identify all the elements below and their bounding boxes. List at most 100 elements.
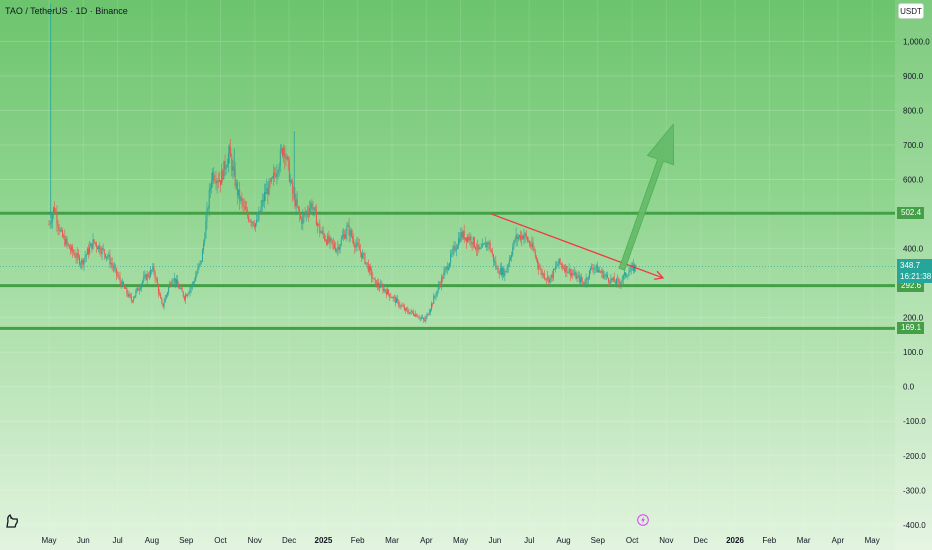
candle-body bbox=[133, 297, 135, 301]
candle-body bbox=[135, 290, 137, 296]
candle-body bbox=[223, 161, 225, 180]
candle-body bbox=[216, 180, 218, 184]
candle-body bbox=[188, 292, 190, 295]
candle-body bbox=[503, 268, 505, 277]
candle-body bbox=[366, 262, 368, 264]
candle-body bbox=[605, 274, 607, 276]
candle-body bbox=[434, 296, 436, 298]
candle-body bbox=[426, 314, 428, 318]
candle-body bbox=[507, 264, 509, 268]
candle-body bbox=[509, 257, 511, 260]
candle-body bbox=[416, 313, 418, 317]
candle-body bbox=[261, 199, 263, 207]
candle-body bbox=[215, 181, 217, 184]
candle-body bbox=[456, 246, 458, 249]
time-tick-label: Jul bbox=[112, 536, 122, 545]
candle-body bbox=[569, 268, 571, 276]
candle-body bbox=[113, 267, 115, 269]
candle-body bbox=[565, 265, 567, 272]
price-tick-label: -300.0 bbox=[903, 486, 926, 495]
candle-body bbox=[138, 289, 140, 291]
candle-body bbox=[505, 271, 507, 273]
candle-body bbox=[94, 242, 96, 244]
candle-body bbox=[305, 211, 307, 215]
downtrend-arrowhead bbox=[653, 270, 665, 280]
candle-body bbox=[205, 221, 207, 239]
candle-body bbox=[129, 294, 131, 297]
price-tick-label: 600.0 bbox=[903, 176, 924, 185]
candle-body bbox=[195, 276, 197, 281]
candle-body bbox=[109, 254, 111, 265]
candle-body bbox=[231, 156, 233, 171]
candle-body bbox=[67, 243, 69, 245]
candle-body bbox=[486, 242, 488, 248]
candle-body bbox=[488, 242, 490, 245]
candle-body bbox=[236, 182, 238, 196]
time-tick-label: Mar bbox=[797, 536, 811, 545]
candle-body bbox=[175, 279, 177, 284]
candle-body bbox=[373, 278, 375, 280]
candle-body bbox=[172, 280, 174, 282]
candle-body bbox=[531, 242, 533, 247]
tradingview-logo-icon[interactable] bbox=[3, 512, 21, 530]
candle-body bbox=[74, 253, 76, 258]
candle-body bbox=[282, 148, 284, 156]
candle-body bbox=[372, 277, 374, 279]
candle-body bbox=[359, 250, 361, 253]
candle-body bbox=[192, 282, 194, 284]
candle-body bbox=[581, 277, 583, 281]
candle-body bbox=[232, 166, 234, 171]
candle-body bbox=[103, 249, 105, 254]
candle-body bbox=[64, 236, 66, 246]
candle-body bbox=[137, 287, 139, 291]
candle-body bbox=[491, 252, 493, 255]
candle-body bbox=[550, 274, 552, 279]
candle-body bbox=[98, 245, 100, 250]
candle-body bbox=[619, 282, 621, 285]
time-tick-label: 2025 bbox=[315, 536, 333, 545]
candle-body bbox=[604, 275, 606, 277]
time-tick-label: Apr bbox=[832, 536, 845, 545]
candle-body bbox=[321, 230, 323, 233]
candle-body bbox=[125, 287, 127, 289]
candle-body bbox=[361, 252, 363, 259]
candle-body bbox=[178, 284, 180, 289]
candle-body bbox=[626, 275, 628, 277]
candle-body bbox=[489, 242, 491, 251]
candle-body bbox=[349, 230, 351, 236]
candle-body bbox=[480, 247, 482, 249]
candle-body bbox=[337, 247, 339, 250]
candle-body bbox=[455, 248, 457, 251]
candle-body bbox=[311, 203, 313, 210]
candle-body bbox=[150, 270, 152, 277]
candle-body bbox=[429, 309, 431, 313]
flash-event-icon[interactable] bbox=[637, 514, 649, 526]
candle-body bbox=[481, 244, 483, 248]
candle-body bbox=[411, 310, 413, 313]
candle-body bbox=[380, 284, 382, 288]
candle-body bbox=[242, 201, 244, 206]
candle-body bbox=[356, 242, 358, 246]
candle-body bbox=[401, 305, 403, 307]
candle-body bbox=[476, 249, 478, 250]
candle-body bbox=[220, 180, 221, 185]
candle-body bbox=[218, 180, 220, 182]
price-tick-label: 400.0 bbox=[903, 245, 924, 254]
candle-body bbox=[403, 306, 405, 311]
candle-body bbox=[482, 244, 484, 245]
candle-body bbox=[406, 308, 408, 310]
candle-body bbox=[590, 267, 592, 271]
time-tick-label: Nov bbox=[659, 536, 673, 545]
candle-body bbox=[499, 267, 501, 275]
candle-body bbox=[560, 263, 562, 265]
candle-body bbox=[450, 253, 452, 264]
currency-selector-button[interactable]: USDT bbox=[898, 3, 924, 19]
candle-body bbox=[208, 189, 210, 209]
candle-body bbox=[148, 276, 150, 278]
candle-body bbox=[179, 288, 181, 289]
candle-body bbox=[578, 275, 580, 283]
candle-body bbox=[540, 269, 542, 271]
breakout-arrow bbox=[618, 123, 675, 271]
candle-body bbox=[548, 276, 550, 283]
